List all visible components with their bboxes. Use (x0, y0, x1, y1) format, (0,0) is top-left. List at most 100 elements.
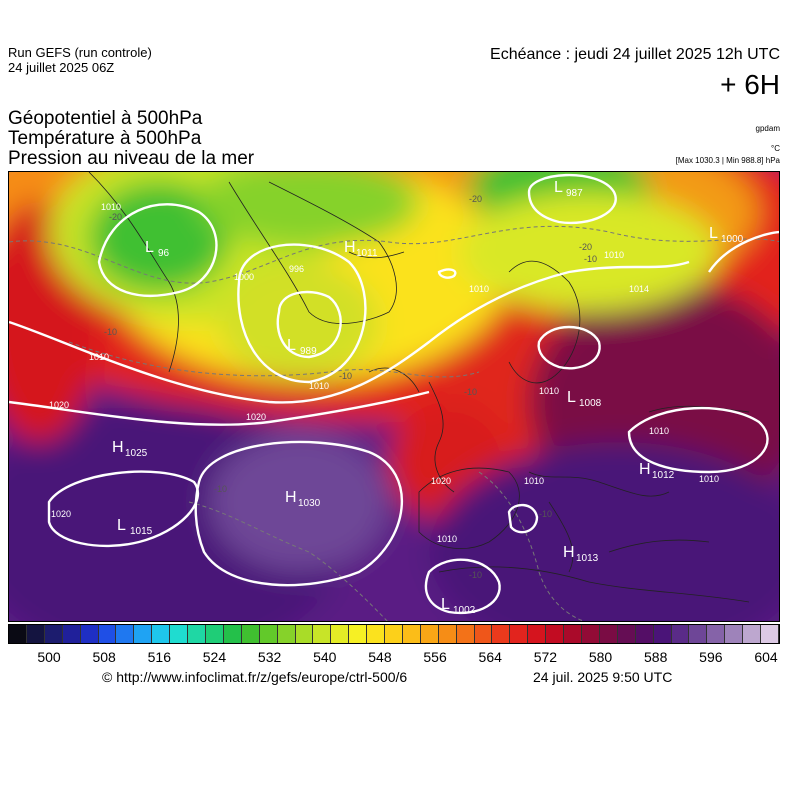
colorbar-swatch (205, 625, 224, 643)
colorbar-swatch (402, 625, 421, 643)
center-value: 1013 (576, 553, 599, 564)
field-pressure: Pression au niveau de la mer (8, 148, 255, 169)
colorbar-swatch (152, 625, 171, 643)
colorbar-swatch (26, 625, 45, 643)
isobar-label: 1000 (234, 272, 254, 282)
center-value: 1012 (652, 470, 675, 481)
colorbar-tick-label: 532 (257, 649, 282, 665)
isotherm-label: -10 (339, 371, 352, 381)
isobar-label: 1010 (649, 426, 669, 436)
pressure-center-high: H 1030 (285, 489, 321, 509)
center-type: H (639, 461, 651, 478)
colorbar-swatch (367, 625, 386, 643)
colorbar-tick-label: 588 (644, 649, 668, 665)
isobars (9, 173, 779, 615)
colorbar-swatch (456, 625, 475, 643)
colorbar-swatch (62, 625, 81, 643)
pressure-center-high: H 1011 (344, 239, 378, 259)
isobar-label: 1010 (309, 381, 329, 391)
colorbar-swatch (546, 625, 565, 643)
geopotential-field (9, 172, 779, 621)
colorbar-tick-label: 604 (754, 649, 778, 665)
unit-temperature: °C (771, 144, 780, 153)
center-value: 987 (566, 188, 583, 199)
isobar-label: 1010 (101, 202, 121, 212)
colorbar-swatch (671, 625, 690, 643)
center-value: 1025 (125, 448, 148, 459)
colorbar-swatch (259, 625, 278, 643)
isobar-label: 1010 (524, 476, 544, 486)
colorbar-swatch (349, 625, 368, 643)
isobar-label: 1010 (89, 352, 109, 362)
colorbar-tick-label: 556 (423, 649, 447, 665)
isotherms (9, 225, 779, 621)
colorbar-swatch (223, 625, 242, 643)
colorbar-tick-label: 572 (533, 649, 558, 665)
colorbar-swatch (492, 625, 511, 643)
isobar-label: 1010 (699, 474, 719, 484)
colorbar-tick-label: 540 (313, 649, 337, 665)
colorbar-swatch (725, 625, 744, 643)
colorbar-swatch (241, 625, 260, 643)
center-type: L (145, 239, 154, 256)
isobar-label: 1020 (431, 476, 451, 486)
colorbar-swatch (599, 625, 618, 643)
isobar-label: 1010 (469, 284, 489, 294)
colorbar-swatch (98, 625, 117, 643)
generation-timestamp: 24 juil. 2025 9:50 UTC (533, 669, 673, 685)
colorbar-tick-label: 516 (147, 649, 171, 665)
isotherm-label: -10 (469, 570, 482, 580)
center-type: L (554, 179, 563, 196)
colorbar-swatch (761, 625, 779, 643)
pressure-center-low: L 989 (287, 337, 317, 357)
colorbar-swatch (438, 625, 457, 643)
center-type: L (117, 517, 126, 534)
isobar-label: 1014 (629, 284, 649, 294)
colorbar-swatch (617, 625, 636, 643)
colorbar-tick-label: 500 (37, 649, 61, 665)
isotherm-label: -20 (469, 194, 482, 204)
colorbar-swatch (188, 625, 206, 643)
colorbar-swatch (635, 625, 654, 643)
colorbar-swatch (510, 625, 529, 643)
isobar-label: 1020 (246, 412, 266, 422)
isobar-labels: 1010 1000 996 1010 1010 1010 1010 1020 1… (49, 202, 719, 544)
pressure-center-low: L 1002 (441, 596, 476, 616)
colorbar-swatch (331, 625, 350, 643)
pressure-range: [Max 1030.3 | Min 988.8] hPa (675, 156, 780, 165)
colorbar-swatch (44, 625, 63, 643)
colorbar-swatch (80, 625, 99, 643)
colorbar-tick-label: 548 (368, 649, 392, 665)
center-type: L (567, 389, 576, 406)
pressure-center-low: L 987 (554, 179, 583, 199)
pressure-center-low: L 1015 (117, 517, 153, 537)
field-geopotential: Géopotentiel à 500hPa (8, 108, 203, 129)
colorbar-swatch (564, 625, 582, 643)
colorbar-swatch (474, 625, 493, 643)
colorbar-swatch (689, 625, 708, 643)
colorbar-swatch (582, 625, 600, 643)
isotherm-label: -10 (539, 509, 552, 519)
pressure-center-low: L 1008 (567, 389, 602, 409)
unit-geopotential: gpdam (755, 124, 780, 133)
center-type: H (563, 544, 575, 561)
lead-time: + 6H (720, 69, 780, 100)
run-date: 24 juillet 2025 06Z (8, 60, 115, 75)
colorbar-swatch (743, 625, 762, 643)
colorbar-tick-label: 524 (202, 649, 227, 665)
center-value: 1030 (298, 498, 321, 509)
pressure-center-high: H 1013 (563, 544, 599, 564)
colorbar-swatch (653, 625, 672, 643)
isobar-label: 1020 (49, 400, 69, 410)
center-value: 989 (300, 346, 317, 357)
colorbar-swatch (707, 625, 726, 643)
colorbar-swatch (385, 625, 403, 643)
colorbar-tick-label: 580 (588, 649, 613, 665)
center-type: H (112, 439, 124, 456)
colorbar-ticks: 500 508 516 524 532 540 548 556 564 572 580 588 596 6… (8, 649, 780, 667)
isotherm-labels: -20 -20 -20 -10 -10 -10 -10 -10 -10 -10 (104, 194, 597, 580)
center-value: 1015 (130, 526, 153, 537)
colorbar-swatch (295, 625, 314, 643)
isotherm-label: -20 (109, 212, 122, 222)
